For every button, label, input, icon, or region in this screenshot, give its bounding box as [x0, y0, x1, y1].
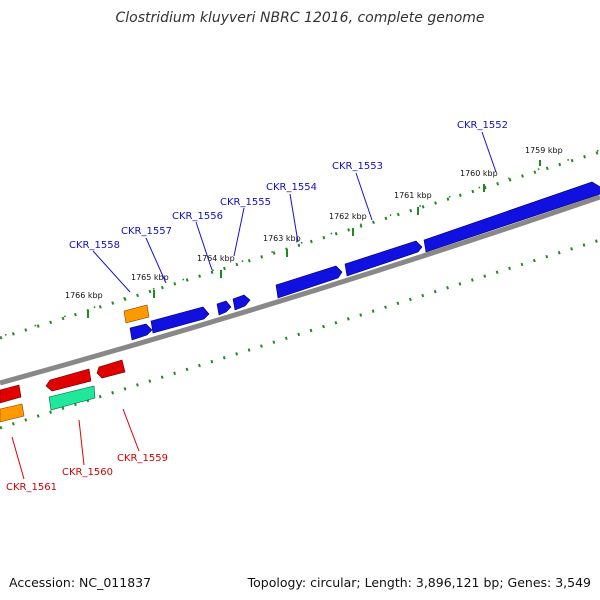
scale-label: 1765 kbp	[131, 273, 169, 282]
scale-label: 1764 kbp	[197, 254, 235, 263]
rna-feature-forward[interactable]	[123, 304, 150, 324]
gene-label-ckr-1560[interactable]: CKR_1560	[62, 467, 113, 478]
misc-feature-ckr-1560[interactable]	[48, 385, 96, 411]
gene-feature-ckr-1557[interactable]	[150, 306, 210, 334]
gene-feature-ckr-1561[interactable]	[0, 384, 22, 404]
forward-label-leaders	[92, 131, 497, 293]
gene-label-ckr-1555[interactable]: CKR_1555	[220, 197, 271, 208]
reverse-label-leaders	[11, 408, 140, 480]
accession-label: Accession: NC_011837	[9, 575, 152, 590]
forward-gene-labels: CKR_1552 CKR_1553 CKR_1554 CKR_1555 CKR_…	[69, 120, 508, 251]
gene-feature-ckr-1554[interactable]	[275, 265, 343, 299]
reverse-strand-features	[0, 359, 126, 423]
gene-feature-ckr-1559[interactable]	[96, 359, 126, 379]
gene-feature-ckr-1553[interactable]	[344, 240, 423, 277]
gene-label-ckr-1552[interactable]: CKR_1552	[457, 120, 508, 131]
gene-feature-ckr-1556[interactable]	[216, 300, 232, 316]
scale-labels: 1759 kbp 1760 kbp 1761 kbp 1762 kbp 1763…	[65, 146, 563, 318]
inner-tick-track	[0, 238, 600, 430]
scale-label: 1761 kbp	[394, 191, 432, 200]
gene-feature-ckr-1558[interactable]	[129, 323, 153, 341]
genome-summary: Topology: circular; Length: 3,896,121 bp…	[247, 575, 591, 590]
gene-label-ckr-1558[interactable]: CKR_1558	[69, 240, 120, 251]
reverse-gene-labels: CKR_1559 CKR_1560 CKR_1561	[6, 453, 168, 493]
genome-backbone	[0, 194, 600, 386]
scale-label: 1760 kbp	[460, 169, 498, 178]
gene-label-ckr-1557[interactable]: CKR_1557	[121, 226, 172, 237]
gene-label-ckr-1561[interactable]: CKR_1561	[6, 482, 57, 493]
gene-label-ckr-1559[interactable]: CKR_1559	[117, 453, 168, 464]
scale-label: 1763 kbp	[263, 234, 301, 243]
gene-label-ckr-1554[interactable]: CKR_1554	[266, 182, 317, 193]
gene-feature-ckr-1560[interactable]	[45, 368, 92, 392]
forward-strand-features	[123, 181, 600, 341]
gene-feature-ckr-1555[interactable]	[232, 294, 251, 311]
gene-label-ckr-1553[interactable]: CKR_1553	[332, 161, 383, 172]
gene-label-ckr-1556[interactable]: CKR_1556	[172, 211, 223, 222]
scale-label: 1766 kbp	[65, 291, 103, 300]
scale-label: 1759 kbp	[525, 146, 563, 155]
gene-feature-ckr-1552[interactable]	[423, 181, 600, 253]
map-title: Clostridium kluyveri NBRC 12016, complet…	[115, 10, 485, 26]
outer-tick-track	[0, 149, 600, 340]
rna-feature-reverse[interactable]	[0, 403, 25, 423]
scale-label: 1762 kbp	[329, 212, 367, 221]
